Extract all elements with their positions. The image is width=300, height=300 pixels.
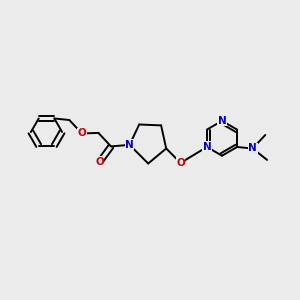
Text: N: N: [202, 142, 211, 152]
Text: N: N: [218, 116, 226, 126]
Text: N: N: [125, 140, 134, 150]
Text: O: O: [95, 157, 104, 167]
Text: N: N: [248, 143, 257, 154]
Text: O: O: [77, 128, 86, 139]
Text: O: O: [176, 158, 185, 168]
